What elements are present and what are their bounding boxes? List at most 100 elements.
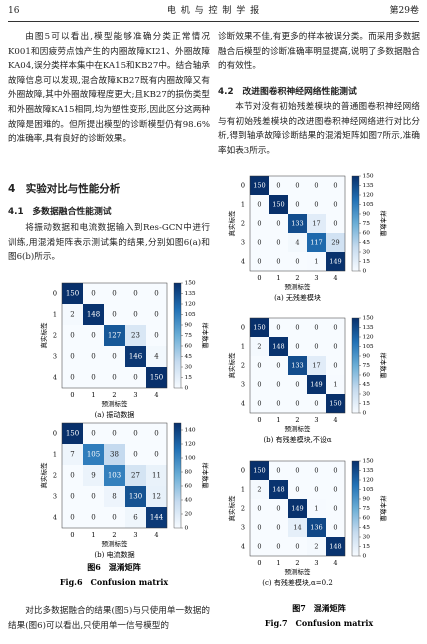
colorbar-tick-label: 105: [363, 344, 374, 350]
matrix-cell: [62, 283, 83, 304]
colorbar-tick-label: 15: [185, 375, 193, 381]
y-tick-label: 0: [241, 467, 245, 475]
matrix-cell: [288, 499, 307, 518]
matrix-cell: [125, 346, 146, 367]
cell-value: 103: [108, 472, 121, 480]
matrix-cell: [269, 176, 288, 195]
cell-value: 0: [154, 290, 158, 298]
x-tick-label: 3: [314, 274, 318, 282]
cell-value: 6: [133, 514, 138, 522]
matrix-cell: [307, 375, 326, 394]
matrix-frame: [249, 175, 346, 272]
cell-value: 0: [112, 290, 116, 298]
matrix-cell: [104, 423, 125, 444]
colorbar-tick-label: 60: [185, 344, 193, 350]
matrix-cell: [125, 444, 146, 465]
cell-value: 150: [329, 400, 341, 408]
cell-value: 1: [333, 381, 337, 389]
matrix-cell: [146, 346, 167, 367]
panel-caption: (b) 电流数据: [94, 550, 134, 559]
y-tick-label: 4: [241, 400, 245, 408]
colorbar-tick-label: 120: [185, 442, 196, 448]
cell-value: 150: [253, 182, 265, 190]
cell-value: 0: [257, 400, 261, 408]
matrix-cell: [250, 356, 269, 375]
cell-value: 9: [91, 472, 95, 480]
colorbar-tick-label: 0: [363, 554, 367, 560]
x-axis-label: 预测标签: [102, 399, 129, 408]
cell-value: 0: [314, 201, 318, 209]
matrix-cell: [269, 337, 288, 356]
matrix-cell: [269, 480, 288, 499]
x-tick-label: 3: [133, 391, 137, 399]
cell-value: 136: [310, 524, 322, 532]
matrix-cell: [307, 394, 326, 413]
x-tick-label: 1: [91, 531, 95, 539]
matrix-cell: [326, 337, 345, 356]
matrix-cell: [125, 325, 146, 346]
matrix-cell: [288, 394, 307, 413]
cell-value: 150: [272, 201, 284, 209]
matrix-cell: [146, 325, 167, 346]
y-tick-label: 2: [241, 505, 245, 513]
matrix-cell: [326, 375, 345, 394]
cell-value: 0: [276, 524, 280, 532]
y-tick-label: 2: [53, 472, 57, 480]
cell-value: 0: [112, 430, 116, 438]
matrix-cell: [62, 325, 83, 346]
matrix-cell: [269, 318, 288, 337]
cell-value: 0: [154, 332, 158, 340]
cell-value: 0: [133, 430, 137, 438]
cell-value: 12: [152, 493, 161, 501]
cell-value: 148: [272, 486, 284, 494]
matrix-frame: [249, 317, 346, 414]
cell-value: 0: [314, 467, 318, 475]
matrix-cell: [83, 304, 104, 325]
x-tick-label: 2: [295, 559, 299, 567]
y-tick-label: 1: [241, 486, 245, 494]
cell-value: 17: [312, 220, 320, 228]
panel-caption: (c) 有残差模块,α=0.2: [262, 578, 333, 587]
matrix-cell: [307, 195, 326, 214]
matrix-cell: [307, 252, 326, 271]
colorbar: [173, 282, 182, 389]
matrix-cell: [83, 507, 104, 528]
cell-value: 38: [110, 451, 119, 459]
colorbar-tick-label: 0: [363, 411, 367, 417]
x-axis-label: 预测标签: [285, 424, 312, 433]
cell-value: 17: [312, 362, 320, 370]
matrix-cell: [83, 486, 104, 507]
cell-value: 1: [314, 258, 318, 266]
colorbar-label: 样本数量: [379, 211, 388, 238]
colorbar-tick-label: 75: [363, 363, 371, 369]
matrix-cell: [83, 465, 104, 486]
cell-value: 0: [333, 220, 337, 228]
matrix-cell: [288, 480, 307, 499]
matrix-cell: [250, 480, 269, 499]
cell-value: 0: [333, 182, 337, 190]
matrix-cell: [326, 394, 345, 413]
matrix-cell: [146, 283, 167, 304]
y-axis-label: 真实标签: [39, 322, 48, 349]
header-rule: [8, 21, 419, 22]
colorbar-tick-label: 75: [363, 221, 371, 227]
y-tick-label: 3: [241, 381, 245, 389]
y-tick-label: 3: [241, 524, 245, 532]
cell-value: 148: [329, 543, 341, 551]
matrix-cell: [250, 537, 269, 556]
y-axis-label: 真实标签: [227, 352, 236, 379]
y-tick-label: 3: [53, 493, 57, 501]
colorbar-label: 样本数量: [379, 496, 388, 523]
matrix-cell: [307, 499, 326, 518]
matrix-cell: [83, 346, 104, 367]
matrix-cell: [250, 214, 269, 233]
colorbar: [351, 317, 360, 414]
cell-value: 0: [91, 430, 95, 438]
matrix-cell: [146, 507, 167, 528]
cell-value: 2: [257, 343, 261, 351]
cell-value: 0: [257, 220, 261, 228]
cell-value: 1: [314, 505, 318, 513]
cell-value: 117: [310, 239, 322, 247]
cell-value: 23: [131, 332, 140, 340]
